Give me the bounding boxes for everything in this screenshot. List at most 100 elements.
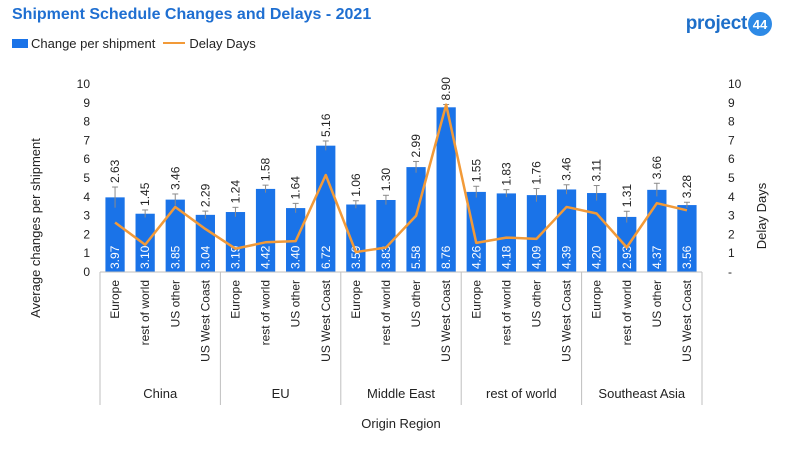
bar-value-label: 3.10 xyxy=(138,245,152,269)
bar-value-label: 3.19 xyxy=(228,245,242,269)
delay-value-label: 1.45 xyxy=(138,182,152,206)
bar-value-label: 4.42 xyxy=(259,245,273,269)
group-label: rest of world xyxy=(486,386,557,401)
category-label: Europe xyxy=(469,280,483,319)
error-bar xyxy=(112,186,119,208)
category-label: rest of world xyxy=(499,280,513,345)
y-tick-label: 5 xyxy=(83,171,90,185)
legend-line-swatch xyxy=(163,42,186,44)
bar xyxy=(466,191,486,272)
category-label: rest of world xyxy=(259,280,273,345)
delay-value-label: 2.99 xyxy=(409,134,423,158)
y-tick-label: 4 xyxy=(83,190,90,204)
bar-value-label: 4.18 xyxy=(499,245,513,269)
chart-legend: Change per shipment Delay Days xyxy=(12,34,264,52)
error-bar xyxy=(653,182,660,197)
delay-value-label: 2.29 xyxy=(198,183,212,207)
bar xyxy=(526,195,547,272)
y2-tick-label: 1 xyxy=(728,246,735,260)
legend-line-label: Delay Days xyxy=(189,35,256,51)
bar xyxy=(496,193,516,272)
group-label: Southeast Asia xyxy=(598,386,685,401)
delay-value-label: 1.58 xyxy=(259,157,273,181)
bar-value-label: 8.76 xyxy=(439,245,453,269)
category-label: US other xyxy=(168,280,182,327)
y2-tick-label: 6 xyxy=(728,152,735,166)
legend-bar-swatch xyxy=(12,38,28,48)
y2-tick-label: 5 xyxy=(728,171,735,185)
delay-value-label: 5.16 xyxy=(319,113,333,137)
delay-value-label: 3.46 xyxy=(168,166,182,190)
bar-value-label: 3.56 xyxy=(680,245,694,269)
x-axis-title: Origin Region xyxy=(361,416,441,431)
y2-tick-label: 8 xyxy=(728,115,735,129)
delay-value-label: 3.46 xyxy=(560,157,574,181)
category-label: Europe xyxy=(590,280,604,319)
bar-value-label: 3.97 xyxy=(108,245,122,269)
delay-value-label: 1.24 xyxy=(228,180,242,204)
bar xyxy=(376,199,396,272)
delay-value-label: 1.06 xyxy=(349,173,363,197)
bar-value-label: 3.85 xyxy=(168,245,182,269)
y2-tick-label: 9 xyxy=(728,96,735,110)
bar xyxy=(105,197,125,272)
group-label: EU xyxy=(272,386,290,401)
error-bar xyxy=(683,201,690,208)
error-bar xyxy=(533,188,540,202)
error-bar xyxy=(202,210,209,219)
category-label: US other xyxy=(409,280,423,327)
delay-value-label: 3.66 xyxy=(650,156,664,180)
delay-value-label: 3.11 xyxy=(590,159,604,182)
bar-value-label: 4.09 xyxy=(529,245,543,269)
y2-tick-label: 4 xyxy=(728,190,735,204)
category-label: US West Coast xyxy=(680,279,694,361)
y-tick-label: 3 xyxy=(83,209,90,223)
category-label: rest of world xyxy=(620,280,634,345)
y2-axis-title: Delay Days xyxy=(754,182,769,249)
y-tick-label: 8 xyxy=(83,115,90,129)
y-axis-title: Average changes per shipment xyxy=(28,138,43,318)
category-label: Europe xyxy=(349,280,363,319)
error-bar xyxy=(503,189,510,198)
delay-value-label: 1.30 xyxy=(379,168,393,192)
bar-value-label: 6.72 xyxy=(319,245,333,269)
legend-item-bar: Change per shipment xyxy=(12,36,155,51)
brand-badge: 44 xyxy=(748,12,772,36)
bar-value-label: 3.83 xyxy=(379,245,393,269)
category-label: rest of world xyxy=(138,280,152,345)
error-bar xyxy=(563,184,570,195)
delay-value-label: 3.28 xyxy=(680,175,694,199)
error-bar xyxy=(262,184,269,193)
category-label: US other xyxy=(650,280,664,327)
error-bar xyxy=(292,202,299,213)
bar xyxy=(195,214,215,272)
y-tick-label: 6 xyxy=(83,152,90,166)
bar xyxy=(617,216,637,272)
chart-title: Shipment Schedule Changes and Delays - 2… xyxy=(12,6,372,23)
delay-value-label: 1.31 xyxy=(620,184,634,208)
bar xyxy=(255,188,276,272)
brand-name: project xyxy=(685,13,748,34)
y-tick-label: 7 xyxy=(83,133,90,147)
bar xyxy=(556,189,577,272)
category-label: US other xyxy=(289,280,303,327)
delay-value-label: 1.55 xyxy=(469,159,483,183)
category-label: Europe xyxy=(108,280,122,319)
category-label: US other xyxy=(529,280,543,327)
delay-value-label: 1.64 xyxy=(289,176,303,200)
delay-value-label: 1.83 xyxy=(499,162,513,186)
y2-tick-label: 10 xyxy=(728,77,742,91)
group-label: China xyxy=(143,386,178,401)
delay-value-label: 2.63 xyxy=(108,159,122,183)
error-bar xyxy=(352,200,359,209)
error-bar xyxy=(593,185,600,201)
y-tick-label: 2 xyxy=(83,227,90,241)
category-label: US West Coast xyxy=(319,279,333,361)
brand-logo: project 44 xyxy=(686,12,772,36)
bar-value-label: 4.37 xyxy=(650,245,664,269)
y-tick-label: 0 xyxy=(83,265,90,279)
y2-tick-label: - xyxy=(728,265,732,279)
bar-value-label: 3.04 xyxy=(198,245,212,269)
error-bar xyxy=(322,140,329,151)
error-bar xyxy=(473,185,480,198)
